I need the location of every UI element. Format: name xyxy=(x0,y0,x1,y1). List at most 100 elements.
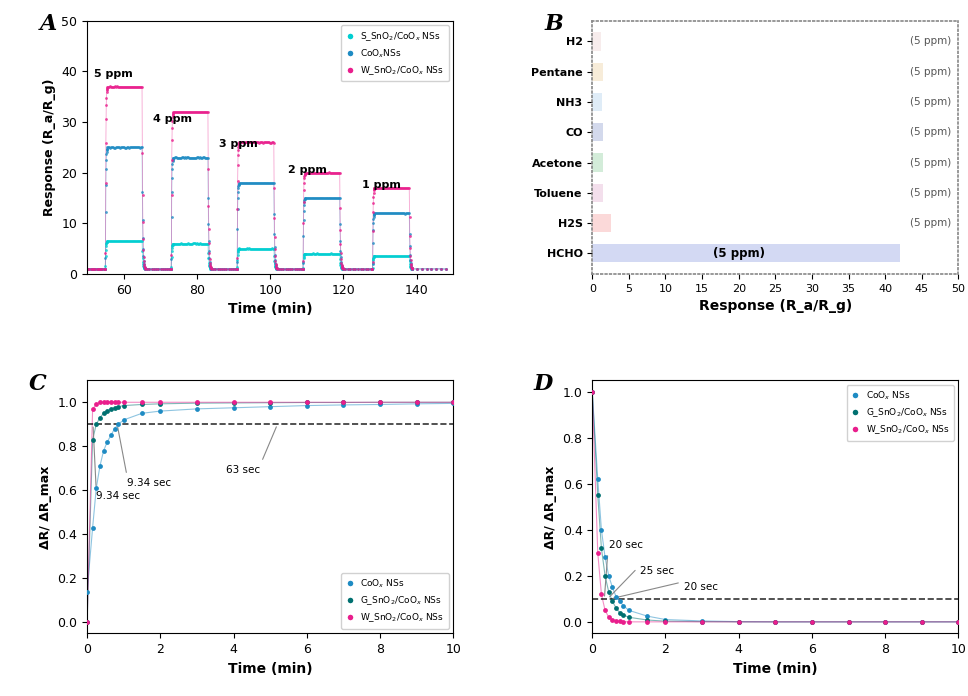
Point xyxy=(229,263,245,274)
Point xyxy=(229,256,245,267)
Point xyxy=(254,136,269,148)
Point xyxy=(108,235,124,246)
Point xyxy=(111,81,127,93)
Point xyxy=(137,264,153,275)
Point xyxy=(312,248,327,260)
Point xyxy=(110,142,126,153)
Point xyxy=(367,182,382,193)
Point xyxy=(370,251,385,262)
Point xyxy=(255,137,270,148)
Point xyxy=(192,106,207,118)
Point xyxy=(136,232,151,244)
Point xyxy=(102,81,117,93)
Point xyxy=(203,263,219,274)
Point xyxy=(200,238,216,249)
Point xyxy=(374,182,389,193)
Y-axis label: ΔR/ ΔR_max: ΔR/ ΔR_max xyxy=(544,465,557,548)
Point xyxy=(235,177,251,189)
Point xyxy=(251,244,266,255)
Point xyxy=(363,264,378,275)
Point xyxy=(106,142,121,153)
Point xyxy=(194,106,209,118)
Point xyxy=(295,264,311,275)
Point xyxy=(189,152,204,163)
Point xyxy=(313,167,328,178)
Point xyxy=(914,616,929,627)
Point xyxy=(136,244,151,255)
Point xyxy=(135,399,150,410)
Point xyxy=(91,263,106,274)
Point xyxy=(106,235,122,246)
Point xyxy=(266,244,282,255)
Point xyxy=(327,248,343,259)
Point xyxy=(334,263,349,274)
Point xyxy=(229,249,245,260)
Point xyxy=(230,246,246,257)
Point xyxy=(245,136,260,148)
Point xyxy=(237,177,253,189)
Point xyxy=(250,177,265,189)
Point xyxy=(296,249,312,260)
Point xyxy=(399,207,414,219)
Point xyxy=(367,182,382,193)
Point xyxy=(394,207,409,219)
Point xyxy=(371,208,386,219)
Point xyxy=(202,260,218,271)
Point xyxy=(229,264,245,275)
Point xyxy=(226,397,241,409)
Point xyxy=(254,177,269,189)
Point xyxy=(164,263,179,274)
Point xyxy=(368,207,383,219)
Point xyxy=(585,386,600,397)
Point xyxy=(419,263,435,274)
Point xyxy=(104,235,119,246)
Point xyxy=(141,264,157,275)
Point xyxy=(403,249,418,260)
Point xyxy=(404,262,419,274)
Point xyxy=(768,616,783,627)
Point xyxy=(386,251,402,262)
Point xyxy=(98,264,113,275)
Point xyxy=(141,263,157,274)
Point xyxy=(172,152,188,164)
Point xyxy=(387,251,403,262)
Point xyxy=(380,182,396,193)
Point xyxy=(657,616,673,627)
Point xyxy=(100,236,115,247)
Point xyxy=(266,183,282,194)
Point xyxy=(81,263,97,274)
Point xyxy=(79,263,95,274)
Point xyxy=(183,152,198,164)
Point xyxy=(230,193,246,204)
Point xyxy=(110,401,126,412)
Point xyxy=(153,406,168,417)
Bar xyxy=(592,244,899,262)
Point xyxy=(137,262,153,274)
Point xyxy=(264,136,280,148)
Point xyxy=(148,263,164,274)
Point xyxy=(314,192,329,203)
Point xyxy=(366,251,381,262)
Point xyxy=(365,255,380,266)
Point xyxy=(335,262,350,274)
Point xyxy=(129,81,144,93)
Point xyxy=(335,264,350,275)
Point xyxy=(333,262,348,273)
Point xyxy=(224,263,239,274)
Point xyxy=(229,262,245,273)
Legend: S_SnO$_2$/CoO$_x$ NSs, CoO$_x$NSs, W_SnO$_2$/CoO$_x$ NSs: S_SnO$_2$/CoO$_x$ NSs, CoO$_x$NSs, W_SnO… xyxy=(342,25,448,81)
Point xyxy=(323,193,339,204)
Point xyxy=(280,264,295,275)
Point xyxy=(350,263,366,274)
Text: (5 ppm): (5 ppm) xyxy=(910,36,951,47)
Point xyxy=(305,167,320,178)
Point xyxy=(409,263,425,274)
Point xyxy=(98,264,113,275)
Point xyxy=(402,241,417,252)
Point xyxy=(378,251,394,262)
Point xyxy=(137,263,153,274)
Point xyxy=(117,236,133,247)
Point xyxy=(320,192,336,203)
Point xyxy=(80,263,96,274)
Point xyxy=(165,172,180,183)
